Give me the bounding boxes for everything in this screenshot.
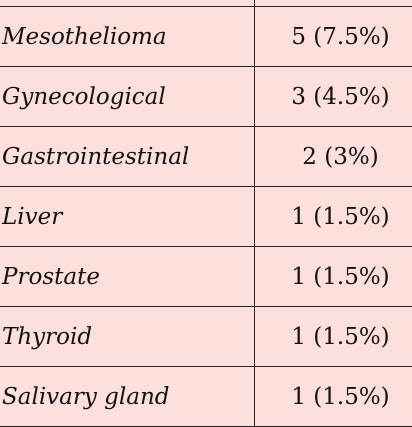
row-label: Mesothelioma bbox=[0, 7, 255, 67]
row-value: 1 (1.5%) bbox=[255, 367, 412, 427]
table-row: Liver 1 (1.5%) bbox=[0, 187, 412, 247]
row-value: 1 (1.5%) bbox=[255, 187, 412, 247]
row-label: Prostate bbox=[0, 247, 255, 307]
row-label: Gynecological bbox=[0, 67, 255, 127]
table-row: Thyroid 1 (1.5%) bbox=[0, 307, 412, 367]
row-value: 2 (3%) bbox=[255, 127, 412, 187]
row-value: 1 (1.5%) bbox=[255, 247, 412, 307]
table-row: Prostate 1 (1.5%) bbox=[0, 247, 412, 307]
table-row: Salivary gland 1 (1.5%) bbox=[0, 367, 412, 427]
row-label: Gastrointestinal bbox=[0, 127, 255, 187]
row-value: 3 (4.5%) bbox=[255, 67, 412, 127]
row-value: 5 (7.5%) bbox=[255, 7, 412, 67]
table-row: Gynecological 3 (4.5%) bbox=[0, 67, 412, 127]
table-row: Gastrointestinal 2 (3%) bbox=[0, 127, 412, 187]
row-label: Thyroid bbox=[0, 307, 255, 367]
table-row: Mesothelioma 5 (7.5%) bbox=[0, 7, 412, 67]
row-label: Liver bbox=[0, 187, 255, 247]
row-label: Salivary gland bbox=[0, 367, 255, 427]
row-value: 1 (1.5%) bbox=[255, 307, 412, 367]
